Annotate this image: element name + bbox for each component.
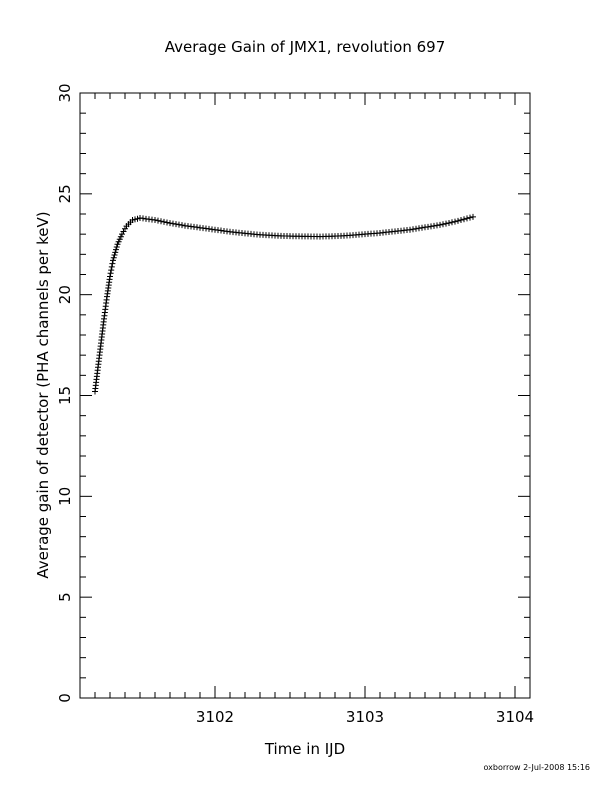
y-tick-label: 0	[56, 693, 74, 703]
data-point	[446, 219, 452, 226]
data-point	[179, 222, 185, 229]
x-tick-label: 3103	[346, 708, 384, 726]
y-tick-label: 15	[56, 386, 74, 405]
axis-ticks: 3102 3103 3104 0 5 10 15 20 25 30	[56, 83, 534, 726]
data-point	[455, 217, 461, 224]
plot-frame	[79, 92, 531, 699]
data-point	[113, 243, 120, 250]
y-tick-label: 5	[56, 592, 74, 602]
data-point	[109, 260, 116, 267]
data-point	[167, 220, 173, 227]
data-point	[112, 249, 119, 256]
data-point	[107, 270, 114, 277]
data-point	[470, 213, 476, 220]
x-axis-label: Time in IJD	[264, 740, 345, 758]
data-point	[173, 221, 179, 228]
y-axis-label: Average gain of detector (PHA channels p…	[34, 211, 52, 578]
data-point	[110, 254, 117, 261]
data-point	[437, 221, 443, 228]
data-points	[92, 213, 476, 395]
data-point	[452, 218, 458, 225]
data-point	[440, 221, 446, 228]
data-point	[113, 246, 119, 253]
data-point	[120, 228, 127, 235]
x-tick-label: 3102	[196, 708, 234, 726]
data-point	[108, 267, 115, 274]
data-point	[443, 220, 449, 227]
data-point	[155, 217, 161, 224]
data-point	[467, 214, 473, 221]
data-point	[152, 217, 158, 224]
data-point	[161, 218, 167, 225]
y-tick-label: 25	[56, 184, 74, 203]
data-point	[107, 273, 113, 280]
footer-stamp: oxborrow 2-Jul-2008 15:16	[483, 763, 590, 772]
data-point	[158, 218, 164, 225]
data-point	[116, 236, 123, 243]
data-point	[464, 215, 470, 222]
y-tick-label: 30	[56, 83, 74, 102]
data-point	[461, 216, 467, 223]
data-point	[122, 225, 128, 232]
data-point	[114, 241, 121, 248]
chart-title: Average Gain of JMX1, revolution 697	[165, 38, 446, 56]
data-point	[110, 257, 116, 264]
data-point	[449, 219, 455, 226]
x-tick-label: 3104	[496, 708, 534, 726]
data-point	[115, 238, 122, 245]
data-point	[108, 263, 115, 270]
data-point	[164, 219, 170, 226]
data-point	[111, 252, 118, 259]
y-tick-label: 10	[56, 487, 74, 506]
y-tick-label: 20	[56, 285, 74, 304]
data-point	[170, 220, 176, 227]
data-point	[117, 233, 124, 240]
data-point	[176, 221, 182, 228]
data-point	[458, 217, 464, 224]
